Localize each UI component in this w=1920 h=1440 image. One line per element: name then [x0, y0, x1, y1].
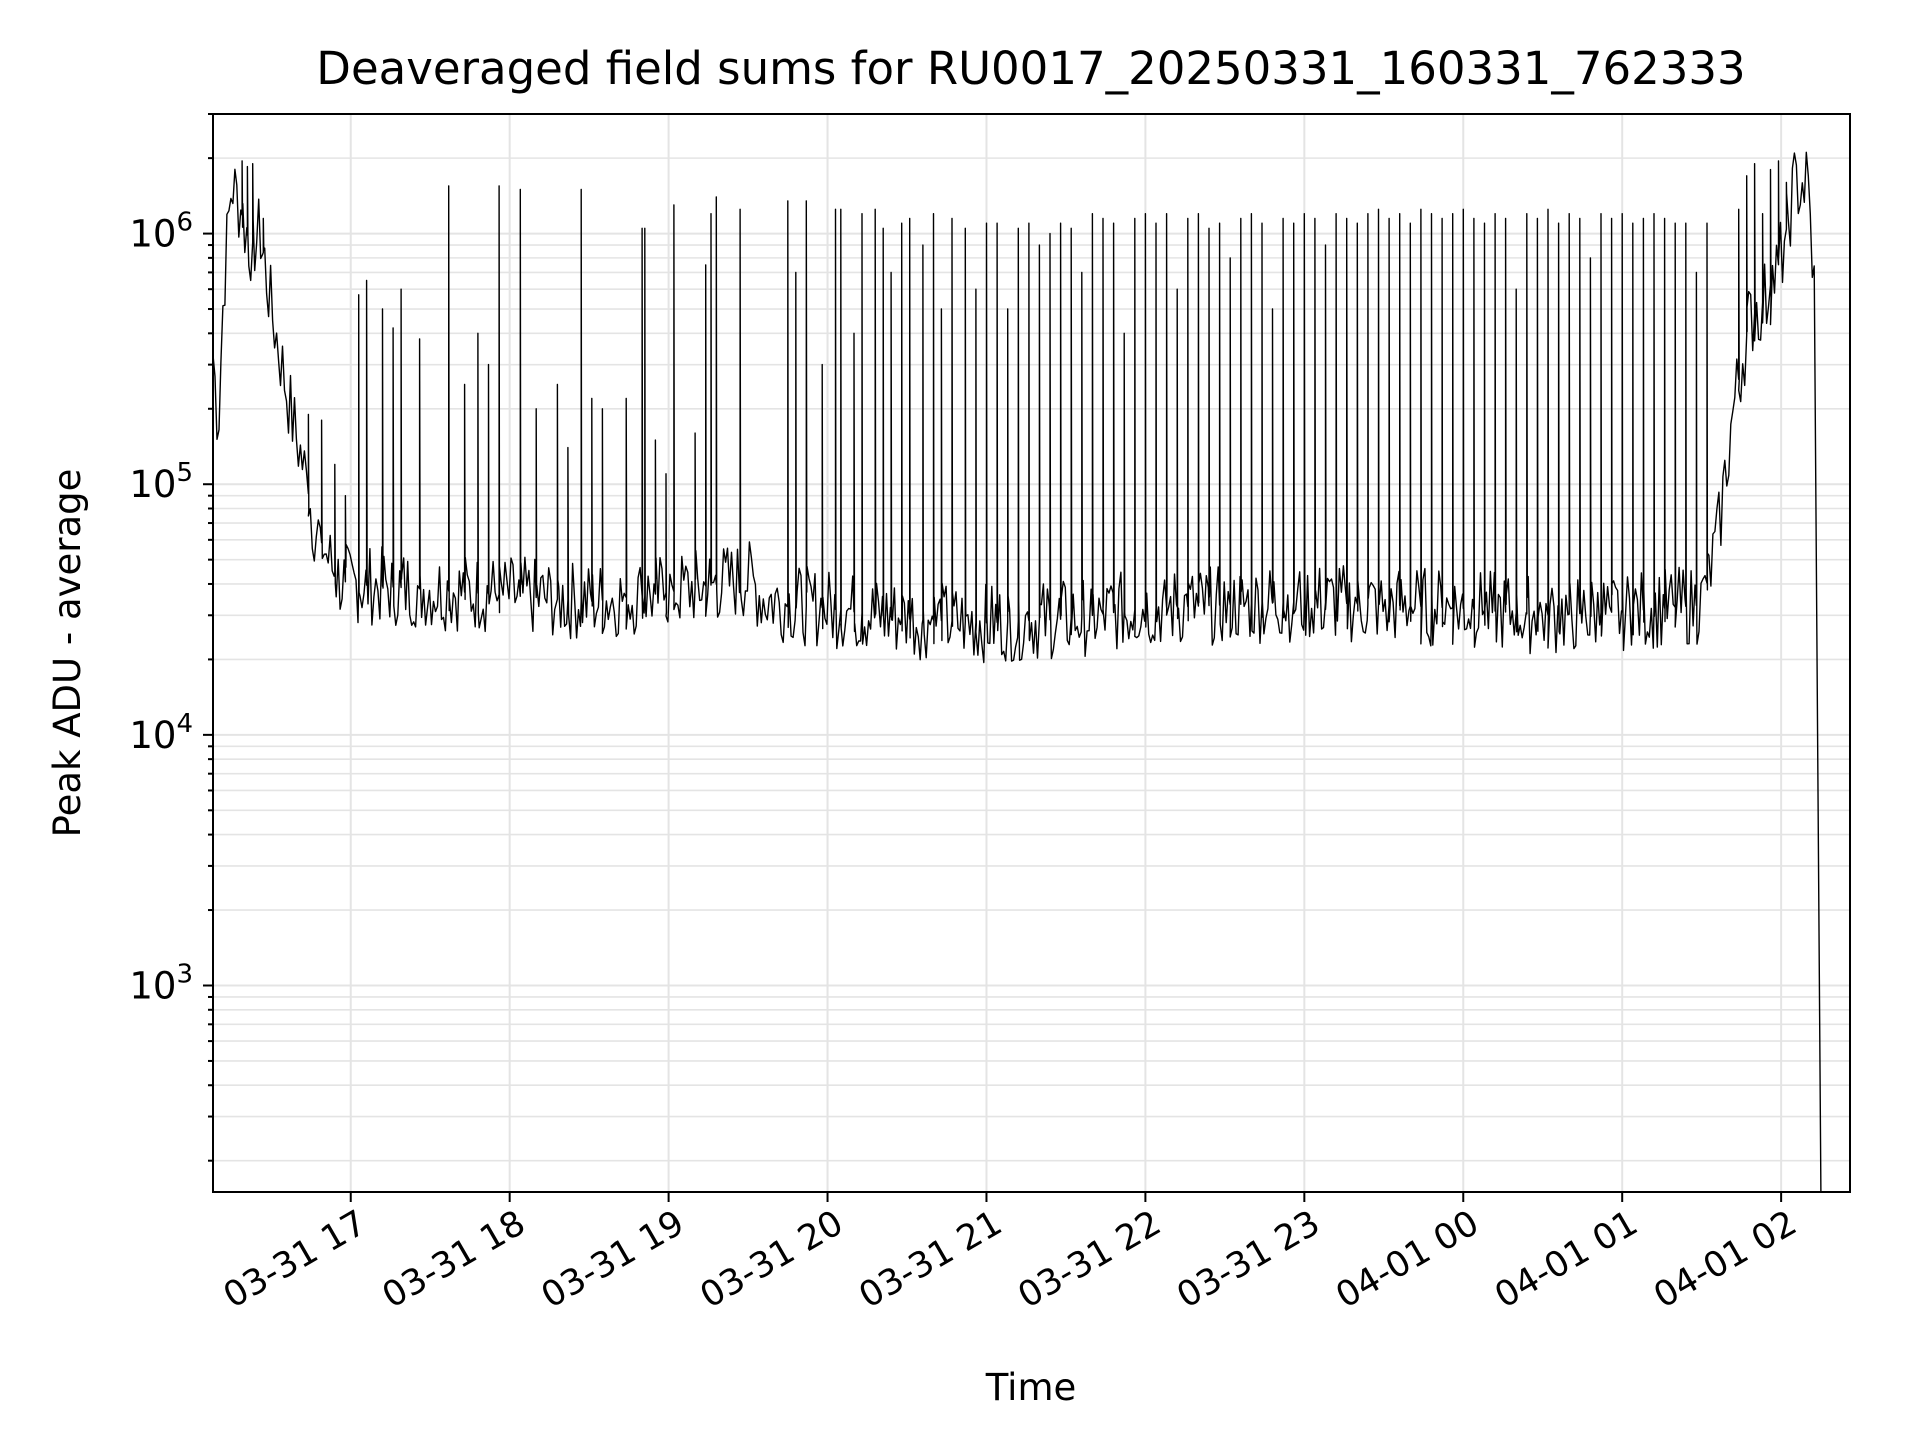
y-tick-exponent: 4: [176, 709, 193, 739]
y-tick-base: 10: [129, 714, 176, 757]
y-tick-base: 10: [129, 213, 176, 256]
y-tick-label: 106: [129, 208, 193, 256]
y-tick-label: 104: [129, 709, 193, 757]
y-axis-label: Peak ADU - average: [46, 469, 89, 838]
y-tick-base: 10: [129, 463, 176, 506]
x-axis-label: Time: [985, 1366, 1077, 1409]
y-tick-base: 10: [129, 964, 176, 1007]
y-tick-exponent: 3: [176, 959, 193, 989]
series-path: [212, 151, 1822, 1193]
plot-frame: [212, 113, 1851, 1193]
series-line: [212, 151, 1822, 1193]
y-tick-label: 103: [129, 959, 193, 1007]
y-tick-exponent: 6: [176, 208, 193, 238]
y-tick-exponent: 5: [176, 458, 193, 488]
y-tick-label: 105: [129, 458, 193, 506]
chart-title: Deaveraged field sums for RU0017_2025033…: [316, 42, 1745, 95]
